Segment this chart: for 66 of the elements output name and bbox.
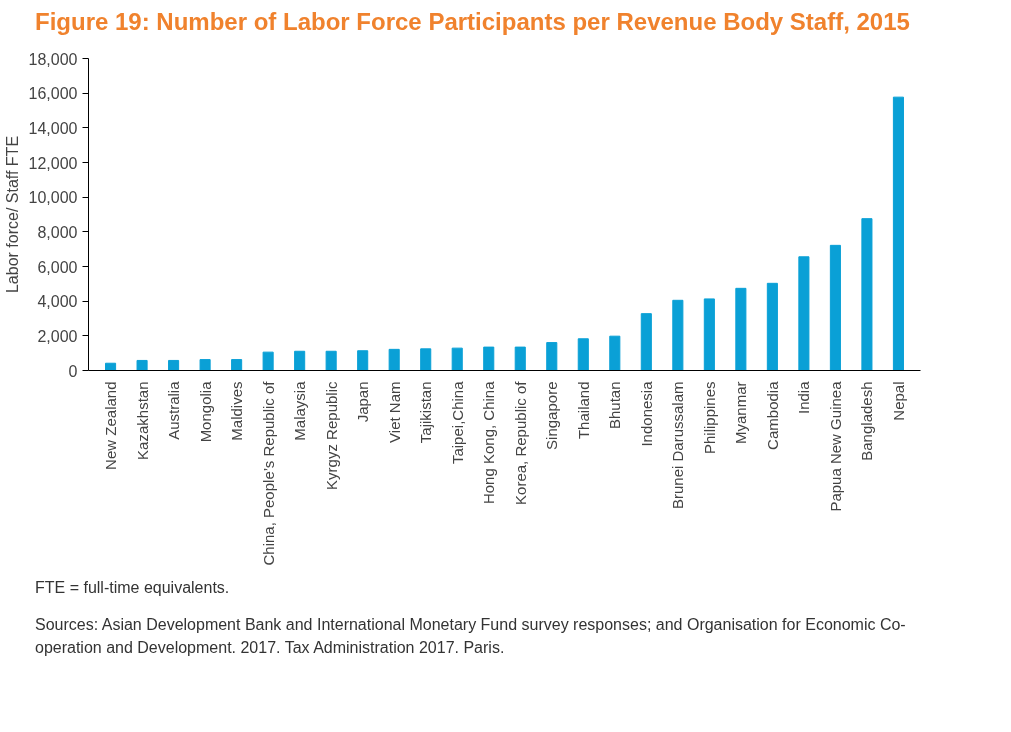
x-tick-label: Maldives: [228, 381, 246, 441]
x-tick-label: Thailand: [574, 381, 592, 440]
bar: [892, 96, 904, 371]
x-tick-label: Bangladesh: [858, 381, 876, 462]
bar: [294, 351, 306, 371]
bar: [325, 351, 337, 371]
x-tick-label: Singapore: [543, 381, 561, 451]
bar: [640, 313, 652, 371]
bar: [420, 348, 432, 371]
y-tick-label: 12,000: [28, 154, 78, 172]
bar: [861, 218, 873, 371]
y-tick-label: 2,000: [37, 328, 78, 346]
bar: [199, 359, 211, 371]
x-tick-label: Myanmar: [732, 381, 750, 445]
x-tick-label: Mongolia: [196, 381, 214, 443]
x-tick-label: Japan: [354, 381, 372, 423]
x-tick-label: Taipei,China: [448, 381, 466, 465]
x-tick-label: Kazakhstan: [133, 381, 151, 461]
text: FTE = full-time equivalents.: [35, 578, 230, 599]
bar: [262, 351, 274, 371]
y-tick-label: 18,000: [28, 50, 78, 68]
y-tick-label: 14,000: [28, 120, 78, 138]
source-note: Sources: Asian Development Bank and International Monetary Fund survey responses; and Organisation for Economic Co-operation and Development. 2017. Tax Administration 2017. Paris.: [35, 615, 907, 658]
bar: [483, 346, 495, 371]
x-tick-label: Hong Kong, China: [480, 381, 498, 505]
x-tick-label: China, People’s Republic of: [259, 380, 277, 566]
bar: [451, 347, 463, 371]
bar: [136, 360, 148, 371]
x-tick-label: Nepal: [889, 381, 907, 421]
bar: [546, 342, 558, 371]
x-tick-label: Viet Nam: [385, 381, 403, 444]
bar: [388, 349, 400, 371]
bar: [168, 360, 180, 371]
bar: [829, 245, 841, 371]
y-tick-label: 8,000: [37, 224, 78, 242]
x-tick-label: Tajikistan: [417, 381, 435, 444]
bar: [735, 288, 747, 371]
x-tick-label: Indonesia: [637, 381, 655, 447]
x-tick-label: Malaysia: [291, 381, 309, 441]
bar: [514, 346, 526, 371]
y-axis-title: Labor force/ Staff FTE: [3, 136, 21, 294]
y-tick-label: 6,000: [37, 258, 78, 276]
x-tick-label: Korea, Republic of: [511, 380, 529, 506]
x-tick-label: Brunei Darussalam: [669, 381, 687, 510]
x-tick-label: Papua New Guinea: [826, 381, 844, 512]
bar: [766, 283, 778, 371]
chart-title: Figure 19: Number of Labor Force Participants per Revenue Body Staff, 2015: [35, 7, 910, 37]
y-tick-label: 0: [68, 362, 78, 380]
bar: [105, 363, 117, 371]
x-tick-label: India: [795, 381, 813, 415]
y-tick-label: 4,000: [37, 293, 78, 311]
y-tick-label: 10,000: [28, 189, 78, 207]
bar: [577, 338, 589, 371]
bar: [672, 300, 684, 371]
x-tick-label: Bhutan: [606, 381, 624, 430]
x-tick-label: New Zealand: [102, 381, 120, 471]
bar: [231, 359, 243, 371]
y-tick-label: 16,000: [28, 85, 78, 103]
x-tick-label: Cambodia: [763, 381, 781, 451]
x-tick-label: Australia: [165, 381, 183, 441]
bar: [798, 256, 810, 371]
bar: [357, 350, 369, 371]
x-tick-label: Philippines: [700, 381, 718, 455]
bar: [609, 335, 621, 371]
x-tick-label: Kyrgyz Republic: [322, 381, 340, 491]
bar: [703, 298, 715, 371]
